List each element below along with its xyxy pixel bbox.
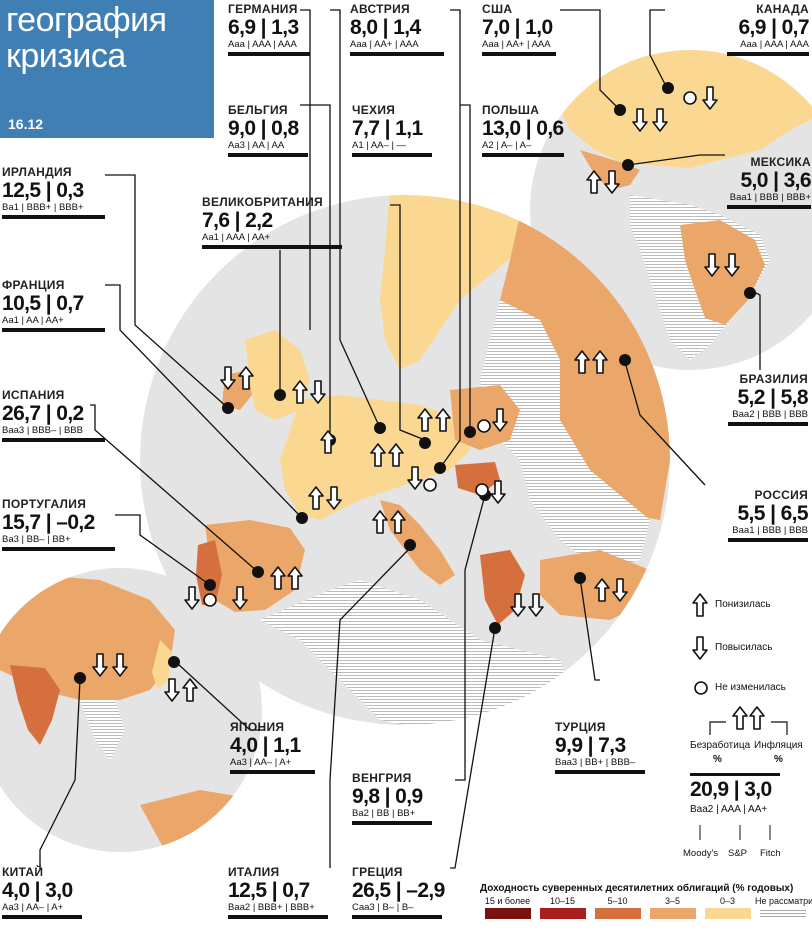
- marker-russia: [619, 354, 631, 366]
- legend-item: 10–15: [535, 896, 590, 919]
- country-label: КАНАДА 6,9 | 0,7 Aaa | AAA | AAA: [727, 2, 810, 56]
- marker-canada: [662, 82, 674, 94]
- key-increased: Повысилась: [715, 642, 773, 653]
- country-label: ФРАНЦИЯ 10,5 | 0,7 Aa1 | AA | AA+: [2, 278, 105, 332]
- turkey-region: [540, 550, 650, 620]
- legend-item: Не рассматривается: [755, 896, 812, 919]
- legend-item: 3–5: [645, 896, 700, 919]
- country-label: ИСПАНИЯ 26,7 | 0,2 Baa3 | BBB– | BBB: [2, 388, 105, 442]
- legend-item: 0–3: [700, 896, 755, 919]
- legend-item: 15 и более: [480, 896, 535, 919]
- key-agency: Moody's: [683, 848, 719, 859]
- country-label: ИРЛАНДИЯ 12,5 | 0,3 Ba1 | BBB+ | BBB+: [2, 165, 105, 219]
- marker-turkey: [574, 572, 586, 584]
- country-label: ГРЕЦИЯ 26,5 | –2,9 Caa3 | B– | B–: [352, 865, 445, 919]
- key-decreased: Понизилась: [715, 599, 771, 610]
- marker-brazil: [744, 287, 756, 299]
- marker-mexico: [622, 159, 634, 171]
- page-title: география кризиса: [6, 1, 167, 75]
- country-label: МЕКСИКА 5,0 | 3,6 Baa1 | BBB | BBB+: [727, 155, 812, 209]
- key-symbols: [690, 593, 788, 840]
- legend-title: Доходность суверенных десятилетних облиг…: [480, 883, 794, 894]
- key-percent: %: [774, 754, 783, 765]
- portugal-region: [196, 540, 222, 605]
- marker-japan: [168, 656, 180, 668]
- marker-italy: [404, 539, 416, 551]
- country-label: РОССИЯ 5,5 | 6,5 Baa1 | BBB | BBB: [728, 488, 809, 542]
- country-label: ВЕНГРИЯ 9,8 | 0,9 Ba2 | BB | BB+: [352, 771, 432, 825]
- marker-portugal: [204, 579, 216, 591]
- title-box: география кризиса 16.12: [0, 0, 214, 138]
- country-label: ТУРЦИЯ 9,9 | 7,3 Baa3 | BB+ | BBB–: [555, 720, 645, 774]
- brazil-region: [680, 220, 765, 325]
- country-label: ЧЕХИЯ 7,7 | 1,1 A1 | AA– | —: [352, 103, 432, 157]
- eastern-europe-hatch: [480, 300, 650, 570]
- country-label: ПОРТУГАЛИЯ 15,7 | –0,2 Ba3 | BB– | BB+: [2, 497, 115, 551]
- date-label: 16.12: [8, 116, 44, 132]
- marker-ireland: [222, 402, 234, 414]
- japan-region: [152, 640, 172, 690]
- country-label: БЕЛЬГИЯ 9,0 | 0,8 Aa3 | AA | AA: [228, 103, 308, 157]
- marker-czech: [419, 437, 431, 449]
- scandinavia-region: [380, 195, 530, 370]
- legend-item: 5–10: [590, 896, 645, 919]
- country-label: ЯПОНИЯ 4,0 | 1,1 Aa3 | AA– | A+: [230, 720, 315, 774]
- australia-region: [140, 790, 262, 852]
- marker-austria: [374, 422, 386, 434]
- marker-poland: [464, 426, 476, 438]
- country-label: США 7,0 | 1,0 Aaa | AA+ | AAA: [482, 2, 556, 56]
- marker-spain: [252, 566, 264, 578]
- key-unchanged: Не изменилась: [715, 682, 786, 693]
- europe-globe: [140, 195, 670, 725]
- hungary-region: [455, 462, 500, 495]
- usa-canada-region: [555, 50, 812, 168]
- country-label: ГЕРМАНИЯ 6,9 | 1,3 Aaa | AAA | AAA: [228, 2, 310, 56]
- key-sample-ratings: Baa2 | AAA | AA+: [690, 804, 768, 815]
- marker-germany: [434, 462, 446, 474]
- marker-greece: [489, 622, 501, 634]
- uk-region: [245, 330, 310, 420]
- key-percent: %: [713, 754, 722, 765]
- country-label: ПОЛЬША 13,0 | 0,6 A2 | A– | A–: [482, 103, 564, 157]
- mexico-region: [580, 150, 640, 190]
- key-sample-values: 20,9 | 3,0: [690, 778, 772, 801]
- key-unemployment: Безработица: [690, 740, 751, 751]
- country-label: ИТАЛИЯ 12,5 | 0,7 Baa2 | BBB+ | BBB+: [228, 865, 328, 919]
- country-label: БРАЗИЛИЯ 5,2 | 5,8 Baa2 | BBB | BBB: [728, 372, 809, 426]
- country-label: КИТАЙ 4,0 | 3,0 Aa3 | AA– | A+: [2, 865, 82, 919]
- key-inflation: Инфляция: [754, 740, 803, 751]
- marker-france: [296, 512, 308, 524]
- marker-usa: [614, 104, 626, 116]
- leader-lines: [39, 9, 761, 870]
- country-label: ВЕЛИКОБРИТАНИЯ 7,6 | 2,2 Aa1 | AAA | AA+: [202, 195, 342, 249]
- marker-china: [74, 672, 86, 684]
- key-agency: S&P: [728, 848, 748, 859]
- yield-legend: Доходность суверенных десятилетних облиг…: [480, 883, 812, 919]
- country-markers: [74, 82, 756, 684]
- india-region: [10, 665, 60, 745]
- marker-uk: [274, 389, 286, 401]
- country-label: АВСТРИЯ 8,0 | 1,4 Aaa | AA+ | AAA: [350, 2, 444, 56]
- key-agency: Fitch: [760, 848, 781, 859]
- se-asia-hatch: [80, 700, 125, 760]
